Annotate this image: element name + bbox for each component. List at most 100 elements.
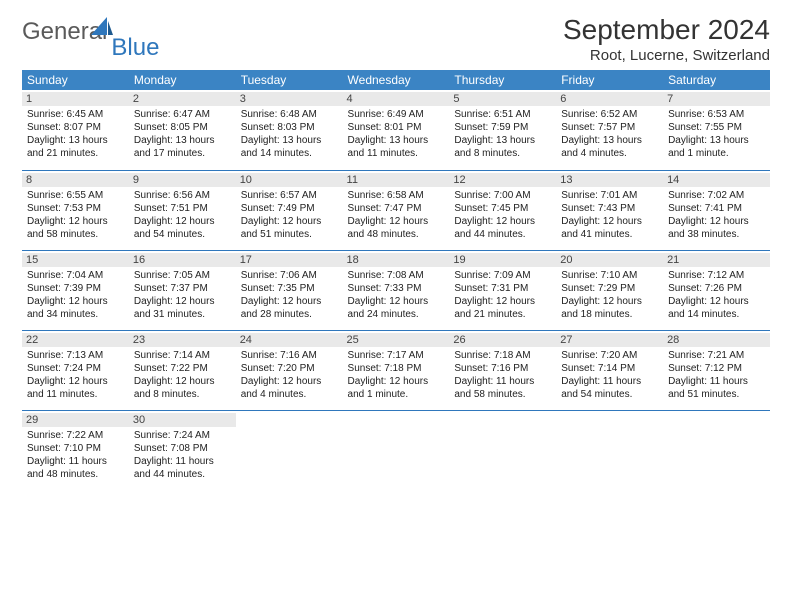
sunrise-line: Sunrise: 7:10 AM (561, 269, 658, 282)
weekday-header-row: Sunday Monday Tuesday Wednesday Thursday… (22, 70, 770, 90)
sunrise-line: Sunrise: 6:47 AM (134, 108, 231, 121)
calendar-cell: 2Sunrise: 6:47 AMSunset: 8:05 PMDaylight… (129, 90, 236, 170)
day-number: 24 (236, 333, 343, 347)
sunrise-line: Sunrise: 6:55 AM (27, 189, 124, 202)
calendar-cell (663, 410, 770, 490)
sunset-line: Sunset: 7:47 PM (348, 202, 445, 215)
day-number: 14 (663, 173, 770, 187)
daylight-line: Daylight: 12 hours and 1 minute. (348, 375, 445, 401)
page-title: September 2024 (563, 14, 770, 46)
sunset-line: Sunset: 7:57 PM (561, 121, 658, 134)
calendar-cell: 17Sunrise: 7:06 AMSunset: 7:35 PMDayligh… (236, 250, 343, 330)
logo: General Blue (22, 18, 177, 46)
calendar-cell: 6Sunrise: 6:52 AMSunset: 7:57 PMDaylight… (556, 90, 663, 170)
sunrise-line: Sunrise: 6:48 AM (241, 108, 338, 121)
day-number: 27 (556, 333, 663, 347)
sunrise-line: Sunrise: 7:18 AM (454, 349, 551, 362)
sunrise-line: Sunrise: 7:04 AM (27, 269, 124, 282)
calendar-cell: 3Sunrise: 6:48 AMSunset: 8:03 PMDaylight… (236, 90, 343, 170)
calendar-cell: 11Sunrise: 6:58 AMSunset: 7:47 PMDayligh… (343, 170, 450, 250)
calendar-row: 29 Sunrise: 7:22 AMSunset: 7:10 PM Dayligh… (22, 410, 770, 490)
daylight-line: Daylight: 11 hours and 44 minutes. (134, 455, 231, 481)
calendar-cell: 21Sunrise: 7:12 AMSunset: 7:26 PMDayligh… (663, 250, 770, 330)
daylight-line: Daylight: 11 hours and 58 minutes. (454, 375, 551, 401)
sunset-line: Sunset: 8:01 PM (348, 121, 445, 134)
sunrise-line: Sunrise: 7:16 AM (241, 349, 338, 362)
calendar-cell: 12Sunrise: 7:00 AMSunset: 7:45 PMDayligh… (449, 170, 556, 250)
calendar-cell: 13Sunrise: 7:01 AMSunset: 7:43 PMDayligh… (556, 170, 663, 250)
weekday-header: Wednesday (343, 70, 450, 90)
calendar-cell: 19Sunrise: 7:09 AMSunset: 7:31 PMDayligh… (449, 250, 556, 330)
calendar-cell: 4Sunrise: 6:49 AMSunset: 8:01 PMDaylight… (343, 90, 450, 170)
sunrise-line: Sunrise: 6:57 AM (241, 189, 338, 202)
sunset-line: Sunset: 7:33 PM (348, 282, 445, 295)
sunset-line: Sunset: 7:14 PM (561, 362, 658, 375)
daylight-line: Daylight: 12 hours and 14 minutes. (668, 295, 765, 321)
calendar-cell (449, 410, 556, 490)
sunset-line: Sunset: 7:37 PM (134, 282, 231, 295)
daylight-line: Daylight: 12 hours and 11 minutes. (27, 375, 124, 401)
title-block: September 2024 Root, Lucerne, Switzerlan… (563, 14, 770, 64)
day-number: 17 (236, 253, 343, 267)
calendar-cell: 20Sunrise: 7:10 AMSunset: 7:29 PMDayligh… (556, 250, 663, 330)
sunrise-line: Sunrise: 7:00 AM (454, 189, 551, 202)
daylight-line: Daylight: 12 hours and 58 minutes. (27, 215, 124, 241)
sunset-line: Sunset: 8:05 PM (134, 121, 231, 134)
sunrise-line: Sunrise: 6:53 AM (668, 108, 765, 121)
sunset-line: Sunset: 7:24 PM (27, 362, 124, 375)
sunset-line: Sunset: 7:16 PM (454, 362, 551, 375)
calendar-row: 22Sunrise: 7:13 AMSunset: 7:24 PMDayligh… (22, 330, 770, 410)
sunrise-line: Sunrise: 6:45 AM (27, 108, 124, 121)
day-number: 1 (22, 92, 129, 106)
calendar-cell: 27Sunrise: 7:20 AMSunset: 7:14 PMDayligh… (556, 330, 663, 410)
sunrise-line: Sunrise: 7:01 AM (561, 189, 658, 202)
daylight-line: Daylight: 11 hours and 54 minutes. (561, 375, 658, 401)
daylight-line: Daylight: 12 hours and 54 minutes. (134, 215, 231, 241)
calendar-cell: 1Sunrise: 6:45 AMSunset: 8:07 PMDaylight… (22, 90, 129, 170)
daylight-line: Daylight: 13 hours and 1 minute. (668, 134, 765, 160)
sunrise-line: Sunrise: 7:24 AM (134, 429, 231, 442)
sunset-line: Sunset: 7:22 PM (134, 362, 231, 375)
calendar-row: 8Sunrise: 6:55 AMSunset: 7:53 PMDaylight… (22, 170, 770, 250)
day-number: 15 (22, 253, 129, 267)
sunset-line: Sunset: 7:10 PM (27, 442, 124, 455)
calendar-cell: 7Sunrise: 6:53 AMSunset: 7:55 PMDaylight… (663, 90, 770, 170)
calendar-cell: 25Sunrise: 7:17 AMSunset: 7:18 PMDayligh… (343, 330, 450, 410)
sunrise-line: Sunrise: 7:06 AM (241, 269, 338, 282)
daylight-line: Daylight: 11 hours and 51 minutes. (668, 375, 765, 401)
day-number: 9 (129, 173, 236, 187)
daylight-line: Daylight: 12 hours and 41 minutes. (561, 215, 658, 241)
day-number: 18 (343, 253, 450, 267)
day-number: 8 (22, 173, 129, 187)
day-number: 23 (129, 333, 236, 347)
calendar-cell: 28Sunrise: 7:21 AMSunset: 7:12 PMDayligh… (663, 330, 770, 410)
daylight-line: Daylight: 12 hours and 51 minutes. (241, 215, 338, 241)
sunset-line: Sunset: 7:43 PM (561, 202, 658, 215)
calendar-cell: 23Sunrise: 7:14 AMSunset: 7:22 PMDayligh… (129, 330, 236, 410)
daylight-line: Daylight: 12 hours and 44 minutes. (454, 215, 551, 241)
day-number: 4 (343, 92, 450, 106)
day-number: 25 (343, 333, 450, 347)
day-number: 30 (129, 413, 236, 427)
sunset-line: Sunset: 7:53 PM (27, 202, 124, 215)
sunset-line: Sunset: 7:49 PM (241, 202, 338, 215)
daylight-line: Daylight: 12 hours and 8 minutes. (134, 375, 231, 401)
calendar-table: Sunday Monday Tuesday Wednesday Thursday… (22, 70, 770, 490)
sunset-line: Sunset: 8:03 PM (241, 121, 338, 134)
sunrise-line: Sunrise: 7:13 AM (27, 349, 124, 362)
day-number: 3 (236, 92, 343, 106)
day-number: 29 (22, 413, 129, 427)
sunrise-line: Sunrise: 6:49 AM (348, 108, 445, 121)
calendar-cell (236, 410, 343, 490)
sunset-line: Sunset: 7:35 PM (241, 282, 338, 295)
daylight-line: Daylight: 13 hours and 17 minutes. (134, 134, 231, 160)
sunrise-line: Sunrise: 6:56 AM (134, 189, 231, 202)
calendar-cell: 30Sunrise: 7:24 AMSunset: 7:08 PMDayligh… (129, 410, 236, 490)
day-number: 11 (343, 173, 450, 187)
sunrise-line: Sunrise: 7:22 AM (27, 429, 124, 442)
logo-sail-icon (91, 17, 113, 42)
daylight-line: Daylight: 12 hours and 48 minutes. (348, 215, 445, 241)
sunset-line: Sunset: 7:51 PM (134, 202, 231, 215)
sunrise-line: Sunrise: 7:21 AM (668, 349, 765, 362)
calendar-cell: 10Sunrise: 6:57 AMSunset: 7:49 PMDayligh… (236, 170, 343, 250)
